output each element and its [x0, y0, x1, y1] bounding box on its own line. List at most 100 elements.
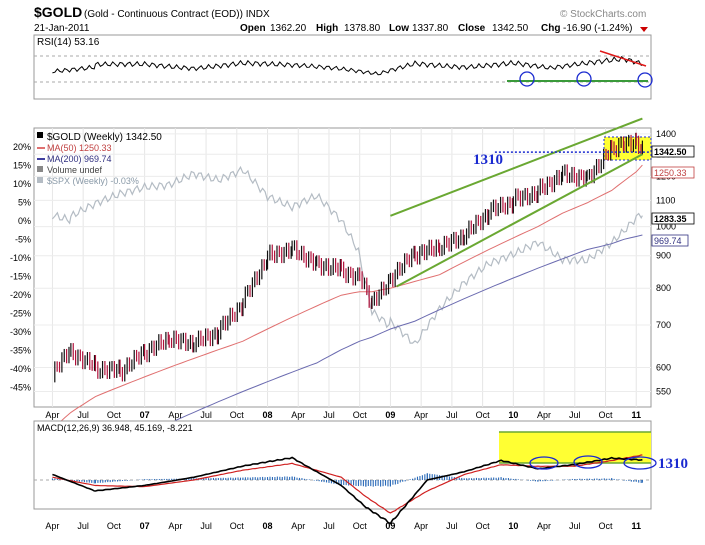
open-value: 1362.20 — [270, 23, 307, 34]
x-tick-label: Oct — [230, 521, 245, 531]
x-tick-label: Apr — [537, 521, 551, 531]
macd-circle — [529, 456, 559, 470]
x-tick-label: 07 — [140, 410, 150, 420]
ma50-tag-value: 1250.33 — [654, 168, 687, 178]
x-tick-label: Apr — [168, 410, 182, 420]
x-tick-label: Jul — [446, 521, 458, 531]
x-tick-label: 08 — [263, 410, 273, 420]
high-label: High — [316, 23, 338, 34]
percent-tick-label: 15% — [13, 161, 31, 171]
spx-tag-value: 1283.35 — [654, 214, 687, 224]
annotation-1310: 1310 — [473, 152, 503, 168]
x-tick-label: Oct — [476, 521, 491, 531]
legend-ma200: MA(200) 969.74 — [47, 154, 112, 164]
ma200-tag-value: 969.74 — [654, 236, 682, 246]
x-tick-label: Oct — [107, 410, 122, 420]
spx-tag — [651, 212, 695, 225]
percent-axis: 20% 15% 10% 5% 0% -5% -10% -15% -20% -25% -30% -35%… — [10, 142, 31, 393]
x-tick-label: Jul — [77, 521, 89, 531]
high-value: 1378.80 — [344, 23, 381, 34]
x-tick-label: Apr — [291, 521, 305, 531]
x-axis-bottom: Apr Jul Oct 07 Apr Jul Oct 08 Apr Jul Oct 09 Apr Jul O… — [45, 521, 641, 531]
rsi-panel — [33, 34, 652, 100]
x-tick-label: Oct — [230, 410, 245, 420]
price-tick-label: 600 — [656, 363, 671, 373]
rsi-red-trendline — [599, 50, 647, 67]
x-tick-label: 10 — [508, 521, 518, 531]
percent-tick-label: -15% — [10, 272, 31, 282]
macd-circle — [573, 455, 603, 469]
x-tick-label: Apr — [537, 410, 551, 420]
x-tick-label: Oct — [599, 410, 614, 420]
percent-tick-label: 0% — [18, 216, 31, 226]
ma200-tag — [651, 234, 689, 247]
legend-ma50: MA(50) 1250.33 — [47, 143, 112, 153]
stockcharts-watermark: © StockCharts.com — [560, 9, 646, 20]
price-bars — [54, 132, 643, 383]
ma50-tag — [651, 166, 695, 179]
legend-gold-swatch — [37, 132, 43, 138]
x-tick-label: Oct — [476, 410, 491, 420]
legend-gold: $GOLD (Weekly) 1342.50 — [47, 132, 162, 143]
channel-lower-line — [396, 153, 643, 288]
x-tick-label: 08 — [263, 521, 273, 531]
percent-tick-label: -30% — [10, 327, 31, 337]
close-label: Close — [458, 23, 486, 34]
x-tick-label: Jul — [77, 410, 89, 420]
chart-date: 21-Jan-2011 — [34, 23, 90, 34]
x-tick-label: Apr — [45, 410, 59, 420]
last-price-value: 1342.50 — [654, 147, 687, 157]
chg-label: Chg — [541, 23, 560, 34]
legend-spx: $SPX (Weekly) -0.03% — [47, 176, 139, 186]
rsi-circle — [576, 71, 592, 87]
macd-panel — [33, 420, 652, 510]
percent-tick-label: -20% — [10, 290, 31, 300]
x-tick-label: Apr — [291, 410, 305, 420]
x-tick-label: Apr — [414, 410, 428, 420]
rsi-circle — [637, 72, 653, 88]
x-tick-label: Jul — [200, 410, 212, 420]
rsi-circle — [519, 71, 535, 87]
x-tick-label: 11 — [631, 521, 641, 531]
percent-tick-label: -45% — [10, 383, 31, 393]
macd-circle — [623, 456, 657, 470]
legend-volume: Volume undef — [47, 165, 103, 175]
chg-value: -16.90 (-1.24%) — [563, 23, 632, 34]
close-value: 1342.50 — [492, 23, 529, 34]
low-value: 1337.80 — [412, 23, 449, 34]
top-highlight-box — [603, 136, 652, 161]
x-tick-label: Oct — [107, 521, 122, 531]
macd-line — [52, 456, 643, 525]
legend-volume-swatch — [37, 166, 43, 172]
x-tick-label: Oct — [353, 521, 368, 531]
price-tick-label: 550 — [656, 387, 671, 397]
percent-tick-label: -5% — [15, 235, 31, 245]
macd-annotation-1310: 1310 — [658, 456, 688, 472]
spx-line — [51, 165, 643, 344]
macd-signal-line — [52, 454, 643, 514]
price-tick-label: 1000 — [656, 222, 676, 232]
x-tick-label: 11 — [631, 410, 641, 420]
last-price-tag — [651, 145, 695, 158]
x-tick-label: Apr — [45, 521, 59, 531]
x-tick-label: 10 — [508, 410, 518, 420]
x-tick-label: Apr — [168, 521, 182, 531]
x-tick-label: Apr — [414, 521, 428, 531]
down-arrow-icon — [640, 27, 648, 32]
symbol: $GOLD — [34, 4, 82, 20]
percent-tick-label: -25% — [10, 309, 31, 319]
x-tick-label: Jul — [569, 410, 581, 420]
rsi-line — [52, 55, 643, 76]
symbol-description: (Gold - Continuous Contract (EOD)) INDX — [84, 9, 270, 20]
price-tick-label: 800 — [656, 283, 671, 293]
percent-tick-label: 20% — [13, 142, 31, 152]
x-tick-label: Jul — [323, 521, 335, 531]
percent-tick-label: 5% — [18, 198, 31, 208]
x-tick-label: Oct — [353, 410, 368, 420]
percent-tick-label: 10% — [13, 179, 31, 189]
percent-tick-label: -10% — [10, 253, 31, 263]
rsi-label: RSI(14) 53.16 — [37, 37, 100, 48]
price-tick-label: 1400 — [656, 129, 676, 139]
x-tick-label: Oct — [599, 521, 614, 531]
